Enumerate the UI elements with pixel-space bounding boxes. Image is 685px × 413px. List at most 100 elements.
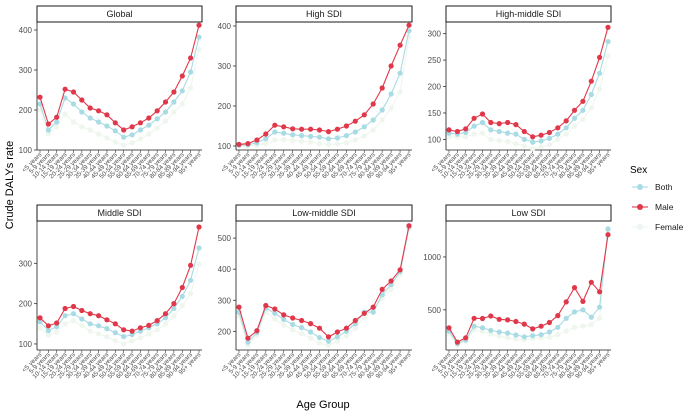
point-both-global (146, 122, 152, 128)
point-both-middle-sdi (70, 311, 77, 317)
legend-key-point-both (637, 184, 643, 190)
y-tick-label-middle-sdi: 300 (19, 259, 33, 268)
point-male-global (171, 89, 177, 95)
point-both-high-sdi (281, 130, 287, 136)
point-both-global (188, 69, 194, 75)
point-female-high-sdi (334, 141, 340, 147)
point-male-low-sdi (454, 339, 460, 345)
point-both-global (112, 128, 118, 134)
point-male-high-sdi (263, 131, 269, 137)
series-line-male-low-middle-sdi (238, 225, 410, 340)
point-female-low-sdi (513, 336, 519, 342)
point-both-low-middle-sdi (308, 329, 314, 335)
point-male-middle-sdi (96, 313, 102, 319)
y-tick-label-middle-sdi: 200 (19, 300, 33, 309)
point-both-global (154, 116, 160, 122)
point-female-low-sdi (546, 334, 553, 340)
y-tick-label-global: 200 (19, 106, 33, 115)
point-female-middle-sdi (137, 335, 143, 341)
point-male-middle-sdi (79, 307, 85, 314)
point-both-low-middle-sdi (325, 338, 332, 344)
point-both-low-middle-sdi (272, 310, 278, 316)
point-both-high-middle-sdi (588, 91, 594, 98)
point-both-global (104, 123, 110, 129)
point-both-middle-sdi (37, 319, 43, 325)
point-male-middle-sdi (87, 311, 93, 317)
point-male-global (146, 115, 152, 121)
point-female-low-middle-sdi (308, 335, 314, 341)
point-female-high-sdi (290, 137, 296, 143)
point-both-low-sdi (471, 323, 477, 329)
point-female-high-middle-sdi (530, 146, 536, 152)
y-axis-title: Crude DALYs rate (4, 141, 16, 229)
point-both-low-middle-sdi (299, 325, 305, 331)
point-female-low-middle-sdi (388, 286, 394, 292)
point-female-high-middle-sdi (563, 131, 569, 137)
point-female-low-sdi (580, 323, 586, 329)
point-male-middle-sdi (54, 320, 60, 326)
point-female-global (70, 119, 77, 125)
point-male-middle-sdi (104, 317, 110, 323)
point-female-low-middle-sdi (272, 316, 278, 322)
point-male-low-middle-sdi (281, 312, 287, 318)
point-both-low-sdi (605, 226, 611, 232)
strip-title-high-middle-sdi: High-middle SDI (496, 9, 562, 19)
point-male-high-middle-sdi (588, 78, 594, 84)
point-male-low-middle-sdi (388, 278, 394, 284)
strip-low-sdi (445, 204, 612, 222)
legend-label-male: Male (655, 202, 674, 212)
point-female-high-middle-sdi (605, 53, 611, 59)
y-tick-label-high-sdi: 400 (218, 22, 232, 31)
point-female-low-sdi (588, 322, 594, 328)
point-male-low-sdi (479, 315, 486, 322)
point-both-middle-sdi (188, 277, 194, 283)
point-female-low-sdi (505, 335, 511, 341)
point-female-middle-sdi (62, 321, 68, 327)
point-both-global (121, 134, 127, 140)
point-both-high-sdi (379, 107, 385, 113)
point-male-low-sdi (555, 313, 561, 319)
point-both-low-middle-sdi (290, 321, 296, 328)
point-male-global (179, 73, 185, 79)
point-male-high-sdi (316, 127, 323, 133)
point-male-high-middle-sdi (505, 119, 511, 126)
point-both-low-sdi (588, 314, 594, 320)
point-female-global (196, 46, 202, 52)
point-male-high-sdi (379, 85, 385, 91)
point-male-high-sdi (352, 118, 358, 124)
legend-item-female: Female (632, 222, 684, 232)
point-both-high-middle-sdi (563, 125, 569, 131)
point-both-high-sdi (397, 70, 403, 76)
point-female-middle-sdi (121, 341, 127, 347)
point-female-low-middle-sdi (290, 327, 296, 333)
point-both-low-sdi (505, 330, 511, 336)
point-female-global (162, 118, 169, 124)
point-both-low-sdi (546, 329, 553, 335)
point-female-middle-sdi (188, 291, 194, 297)
point-both-high-middle-sdi (597, 70, 603, 76)
point-male-high-sdi (370, 101, 376, 107)
point-male-high-sdi (397, 42, 403, 48)
point-both-low-middle-sdi (334, 334, 340, 340)
point-both-high-sdi (388, 91, 394, 97)
point-both-low-sdi (580, 307, 586, 313)
point-both-low-sdi (555, 324, 561, 330)
point-both-middle-sdi (129, 332, 135, 338)
y-tick-label-low-middle-sdi: 500 (218, 234, 232, 243)
point-male-low-middle-sdi (299, 317, 305, 324)
point-both-high-sdi (334, 135, 340, 141)
point-both-high-middle-sdi (505, 130, 511, 136)
point-both-middle-sdi (45, 328, 52, 334)
point-male-middle-sdi (62, 305, 68, 312)
point-female-high-sdi (397, 89, 403, 95)
point-male-low-sdi (471, 315, 477, 321)
point-female-high-sdi (379, 117, 385, 123)
point-female-high-middle-sdi (446, 134, 452, 140)
point-both-low-sdi (496, 329, 502, 335)
point-male-low-middle-sdi (316, 325, 323, 331)
y-tick-label-low-middle-sdi: 200 (218, 327, 232, 336)
point-male-high-middle-sdi (463, 126, 469, 132)
point-both-middle-sdi (121, 334, 127, 340)
point-both-high-middle-sdi (521, 136, 527, 142)
